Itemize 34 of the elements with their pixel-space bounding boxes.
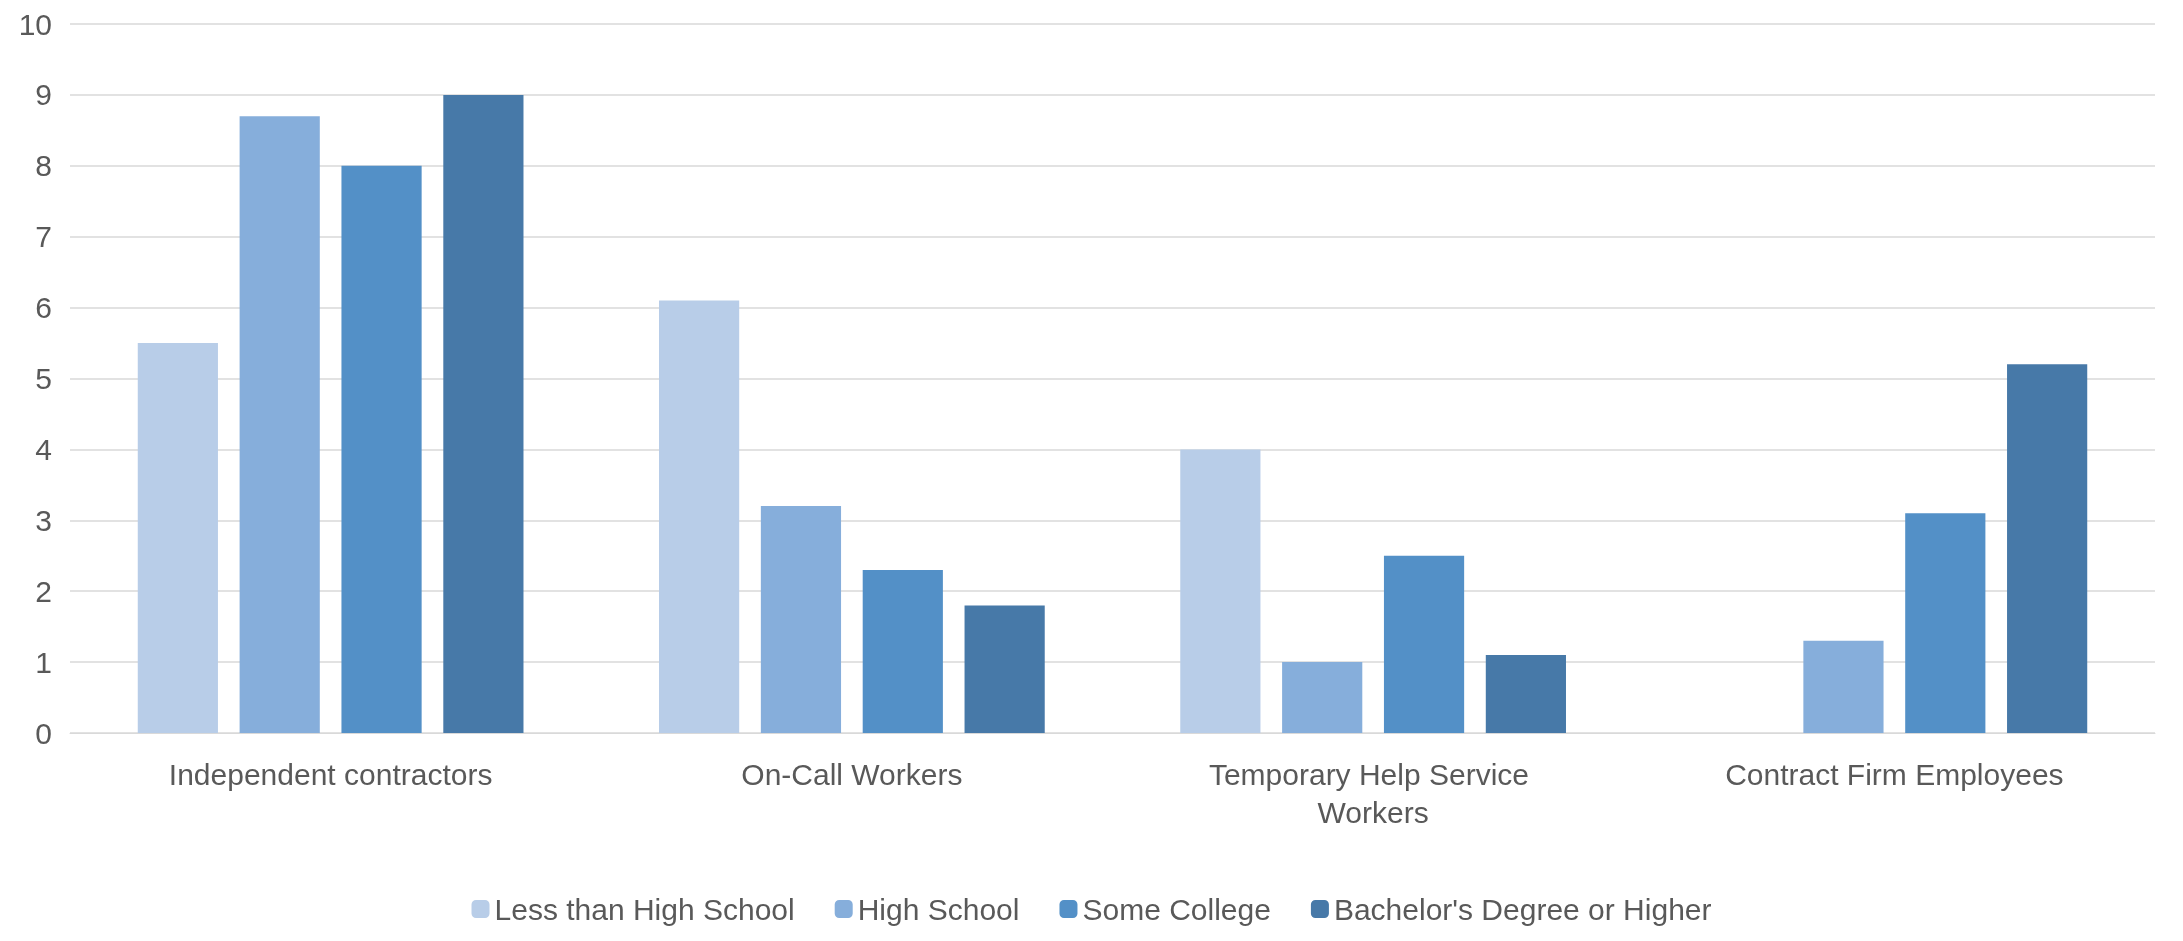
y-tick-label: 2 (35, 574, 52, 608)
legend-label: Less than High School (494, 892, 795, 926)
legend-label: High School (857, 892, 1020, 926)
y-tick-label: 3 (35, 503, 52, 537)
bar (760, 506, 842, 733)
bar (239, 116, 320, 733)
y-tick-label: 4 (35, 432, 52, 466)
x-tick-label: On-Call Workers (741, 757, 963, 791)
bar (964, 605, 1045, 733)
y-tick-label: 1 (35, 645, 52, 679)
bar (659, 300, 740, 733)
x-tick-label: Temporary Help Service Workers (1208, 757, 1538, 829)
bar (862, 569, 943, 733)
bar (1803, 640, 1884, 733)
x-tick-label: Contract Firm Employees (1725, 757, 2064, 791)
y-tick-label: 0 (35, 716, 52, 750)
bar (1282, 662, 1363, 733)
y-tick-label: 10 (18, 7, 52, 41)
bar (1905, 513, 1986, 733)
y-tick-label: 6 (35, 291, 52, 325)
bar (2007, 364, 2088, 733)
bar (137, 343, 218, 733)
bar (1485, 655, 1566, 733)
legend-label: Some College (1082, 892, 1271, 926)
bar (1180, 449, 1261, 733)
bar (443, 94, 524, 733)
y-tick-label: 9 (35, 78, 52, 112)
y-tick-label: 8 (35, 149, 52, 183)
y-tick-label: 5 (35, 362, 52, 395)
y-tick-label: 7 (35, 220, 52, 254)
x-tick-label: Independent contractors (168, 757, 493, 791)
bar (341, 165, 422, 733)
bar (1383, 555, 1465, 733)
legend-label: Bachelor's Degree or Higher (1333, 892, 1712, 926)
